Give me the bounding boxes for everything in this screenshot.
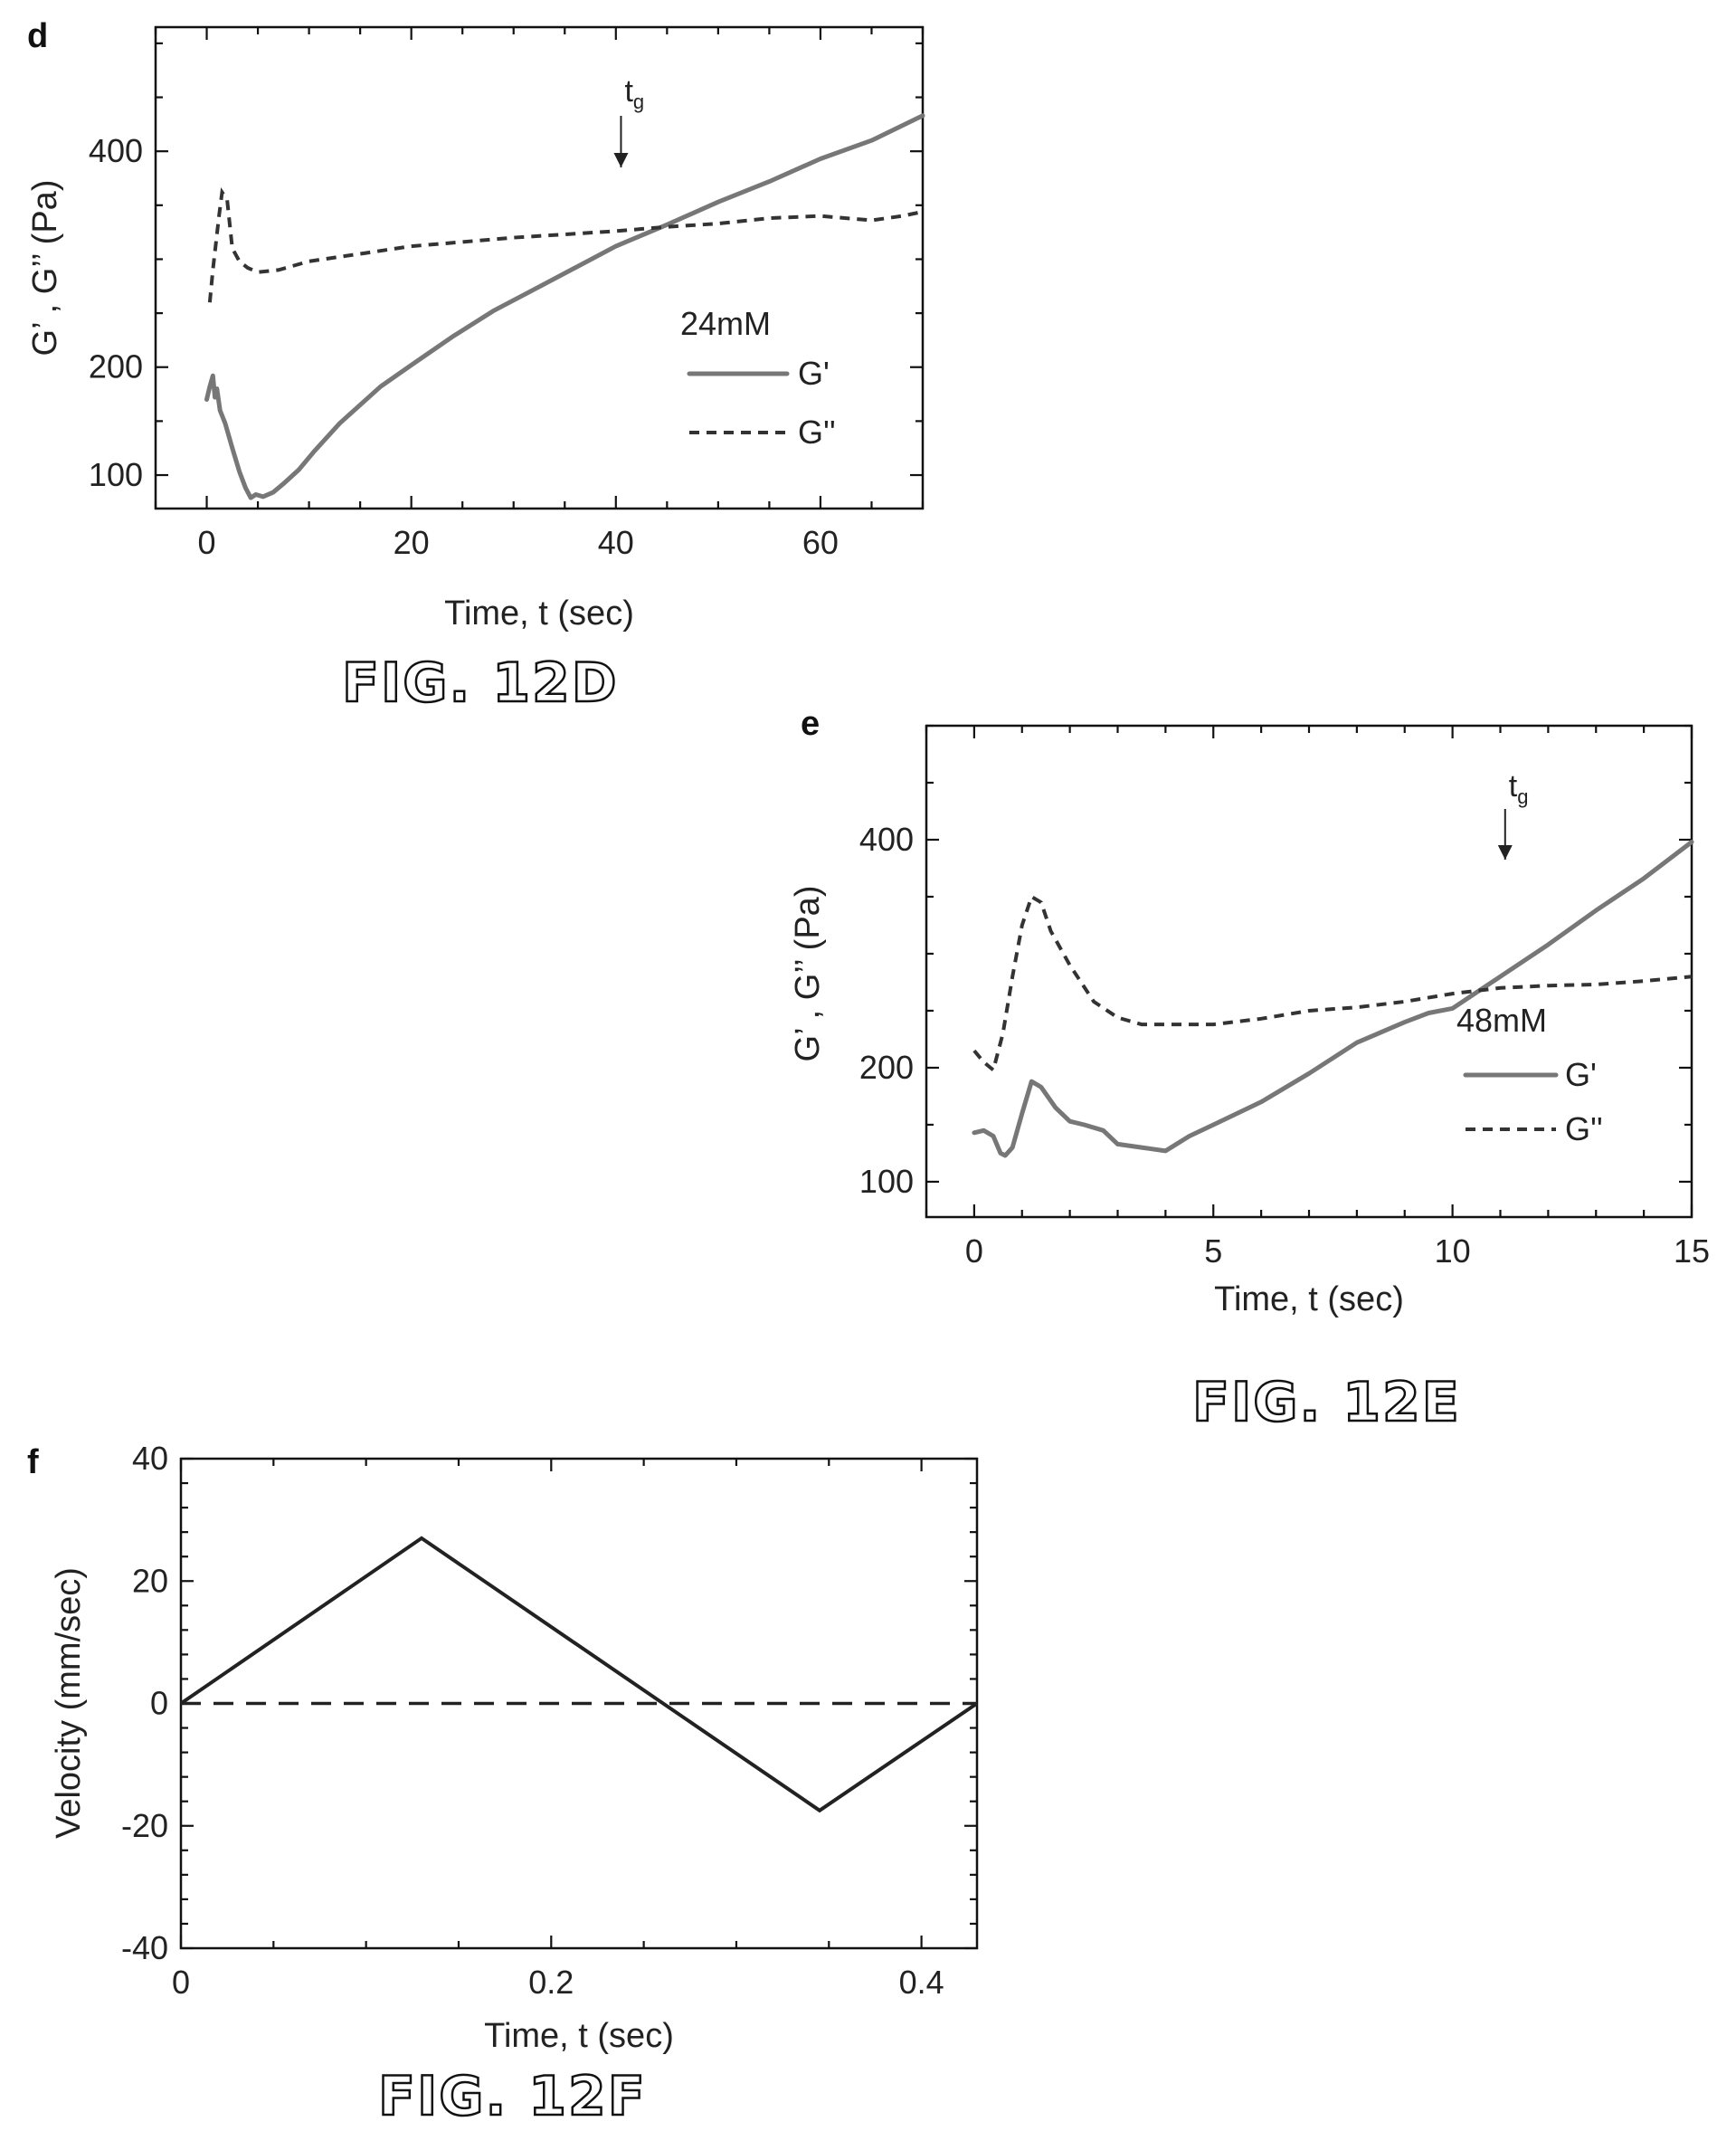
chart-e-y-tick-label: 100 bbox=[859, 1163, 914, 1200]
chart-d-legend-label: G'' bbox=[798, 414, 836, 451]
chart-e-y-axis-label: G’ , G’’ (Pa) bbox=[789, 886, 827, 1062]
chart-f-x-tick-label: 0.2 bbox=[528, 1964, 574, 2001]
chart-f-x-axis-label: Time, t (sec) bbox=[484, 2017, 674, 2055]
chart-e-x-tick-label: 10 bbox=[1435, 1232, 1471, 1270]
chart-e-legend-label: G'' bbox=[1565, 1110, 1603, 1147]
chart-d-series-Gp-line bbox=[204, 113, 925, 500]
chart-e-x-tick-label: 5 bbox=[1204, 1232, 1222, 1270]
chart-d-x-axis-label: Time, t (sec) bbox=[444, 595, 634, 633]
chart-d-y-axis-label: G’ , G’’ (Pa) bbox=[26, 180, 64, 357]
chart-e-y-tick-label: 400 bbox=[859, 821, 914, 858]
chart-panel-f: 0 0.2 0.4 -40 -20 0 20 40 Time, t (sec) Velocity … bbox=[27, 1440, 979, 2055]
chart-d-x-tick-label: 20 bbox=[394, 524, 430, 561]
chart-d-tg-annotation: tg bbox=[624, 74, 644, 113]
chart-f-y-tick-label: -40 bbox=[121, 1929, 168, 1966]
chart-e-tg-subscript: g bbox=[1517, 785, 1528, 808]
chart-e-legend-label: G' bbox=[1565, 1056, 1597, 1093]
chart-e-tg-annotation: tg bbox=[1509, 769, 1529, 808]
chart-d-x-tick-label: 60 bbox=[802, 524, 839, 561]
figure-caption-12d: FIG. 12D bbox=[341, 651, 619, 717]
chart-e-tg-arrowhead bbox=[1497, 845, 1513, 860]
chart-f-series-velocity-line bbox=[179, 1536, 979, 1813]
chart-d-y-tick-label: 200 bbox=[89, 348, 143, 385]
chart-f-panel-letter: f bbox=[27, 1443, 39, 1481]
chart-e-series-Gp-line bbox=[972, 840, 1694, 1158]
chart-d-panel-letter: d bbox=[27, 17, 48, 55]
chart-f-y-tick-label: 40 bbox=[132, 1440, 168, 1477]
chart-f-y-tick-label: -20 bbox=[121, 1807, 168, 1844]
chart-d-tg-subscript: g bbox=[633, 90, 644, 113]
chart-f-x-tick-label: 0 bbox=[172, 1964, 190, 2001]
chart-e-x-axis-label: Time, t (sec) bbox=[1214, 1280, 1404, 1318]
chart-d-y-tick-label: 100 bbox=[89, 456, 143, 493]
figure-caption-12e: FIG. 12E bbox=[1191, 1370, 1461, 1436]
chart-f-y-tick-label: 0 bbox=[150, 1685, 168, 1722]
chart-d-plot-area bbox=[154, 25, 925, 510]
chart-d-legend-title: 24mM bbox=[680, 305, 771, 342]
chart-d-x-tick-label: 0 bbox=[198, 524, 216, 561]
chart-f-y-axis-label: Velocity (mm/sec) bbox=[50, 1567, 88, 1839]
chart-e-panel-letter: e bbox=[801, 705, 820, 743]
chart-d-series-Gpp-line bbox=[207, 186, 924, 303]
chart-e-legend-title: 48mM bbox=[1456, 1002, 1547, 1039]
chart-f-x-tick-label: 0.4 bbox=[899, 1964, 944, 2001]
chart-f-y-tick-label: 20 bbox=[132, 1562, 168, 1599]
chart-d-y-tick-label: 400 bbox=[89, 132, 143, 169]
chart-d-x-tick-label: 40 bbox=[598, 524, 634, 561]
chart-d-legend-label: G' bbox=[798, 355, 830, 392]
figure-caption-12f: FIG. 12F bbox=[377, 2064, 647, 2130]
chart-e-x-tick-label: 15 bbox=[1674, 1232, 1710, 1270]
chart-panel-d: 0 20 40 60 100 200 400 Time, t (sec) G’ , G’’ (P… bbox=[26, 17, 925, 633]
chart-e-x-tick-label: 0 bbox=[965, 1232, 983, 1270]
chart-d-tg-arrowhead bbox=[613, 153, 629, 167]
chart-panel-e: 0 5 10 15 100 200 400 Time, t (sec) G’ , G’’ (Pa… bbox=[789, 705, 1710, 1318]
chart-e-series-Gpp-line bbox=[972, 894, 1693, 1074]
chart-e-y-tick-label: 200 bbox=[859, 1049, 914, 1086]
